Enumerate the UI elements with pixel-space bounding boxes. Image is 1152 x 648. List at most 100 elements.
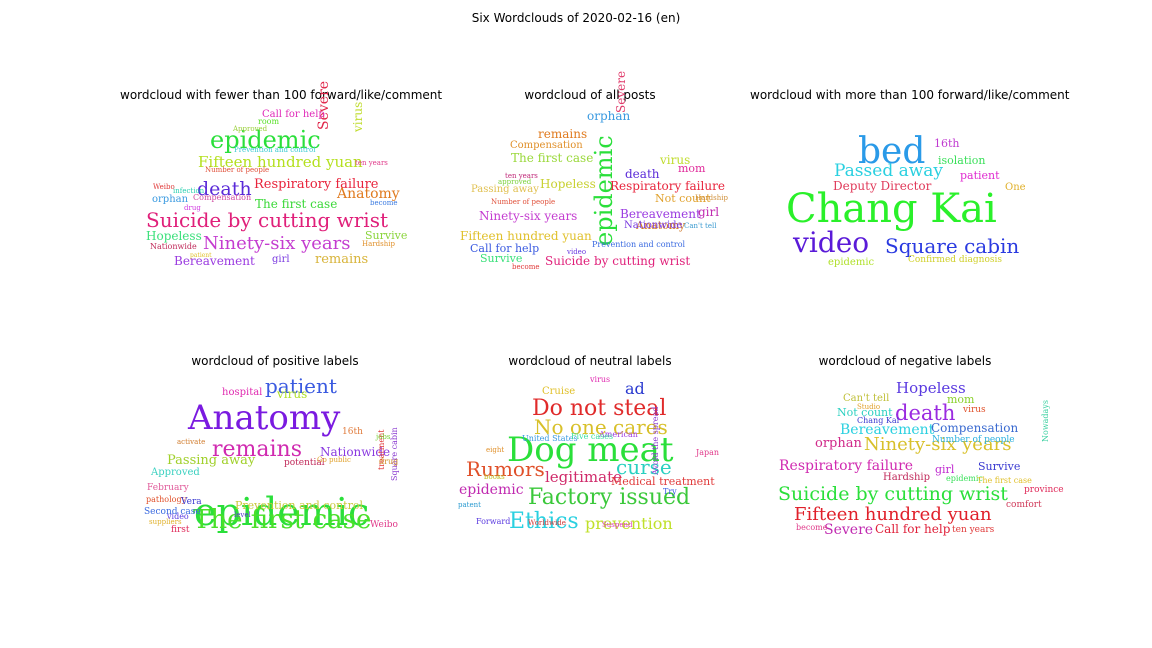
panel-neutral: wordcloud of neutral labels Dog meat Do n… <box>435 354 745 554</box>
panel-title: wordcloud of positive labels <box>191 354 359 368</box>
cloud-word: Deputy Director <box>833 179 932 193</box>
cloud-word: Weibo <box>153 183 175 191</box>
cloud-word: Not count <box>655 192 711 205</box>
cloud-word: Confirmed diagnosis <box>908 255 1002 265</box>
panel-fewer-than-100: wordcloud with fewer than 100 forward/li… <box>120 81 443 288</box>
cloud-word: girl <box>698 205 720 219</box>
cloud-word: American <box>599 430 638 439</box>
cloud-word: patient <box>960 169 1000 182</box>
wordcloud: Suicide by cutting wrist Ninety-six years… <box>120 81 430 285</box>
cloud-word: first <box>171 525 190 535</box>
cloud-word: Suspend <box>602 521 633 529</box>
cloud-word: epidemic <box>194 490 370 534</box>
cloud-word: Approved <box>233 125 268 133</box>
cloud-word: ten years <box>355 159 388 167</box>
cloud-word: suppliers <box>149 518 182 526</box>
cloud-word: Nowadays <box>1041 400 1050 442</box>
wordcloud: Dog meat Do not steal No one cares Factory … <box>435 376 745 551</box>
cloud-word: Nationwide <box>624 220 683 231</box>
cloud-word: pathology <box>146 495 187 504</box>
cloud-word: Square cabin <box>885 234 1020 258</box>
cloud-word: epidemic <box>828 257 875 268</box>
cloud-word: Ethics <box>509 509 579 534</box>
cloud-word: Can't tell <box>684 222 717 230</box>
cloud-word: Square cabin <box>390 427 399 481</box>
cloud-word: Do not steal <box>532 396 667 421</box>
cloud-word: The first case <box>511 151 594 165</box>
panel-title: wordcloud of negative labels <box>818 354 992 368</box>
cloud-word: Fifteen hundred yuan <box>460 229 592 243</box>
cloud-word: Fifteen hundred yuan <box>794 504 992 525</box>
cloud-word: Anatomy <box>337 186 400 202</box>
cloud-word: potential <box>284 458 325 468</box>
cloud-word: Compensation <box>510 140 583 151</box>
panel-negative: wordcloud of negative labels Suicide by … <box>750 354 1064 554</box>
cloud-word: Hardship <box>883 472 931 483</box>
cloud-word: Studio <box>857 403 881 411</box>
cloud-word: orphan <box>587 109 631 123</box>
cloud-word: Japan <box>696 448 720 457</box>
cloud-word: activate <box>177 438 206 446</box>
cloud-word: Not count <box>837 406 893 419</box>
cloud-word: Respiratory failure <box>610 179 725 193</box>
cloud-word: Passing away <box>471 184 539 195</box>
cloud-word: Go public <box>317 456 351 464</box>
cloud-word: Compensation <box>931 421 1019 435</box>
cloud-word: Nationwide <box>150 242 197 251</box>
cloud-word: Try <box>663 487 677 496</box>
cloud-word: approved <box>498 178 532 186</box>
cloud-word: death <box>625 167 660 181</box>
cloud-word: level <box>234 511 251 519</box>
cloud-word: Nationwide <box>320 445 391 459</box>
cloud-word: Worldwide <box>528 519 566 527</box>
cloud-word: orphan <box>815 436 862 451</box>
cloud-word: Survive <box>978 460 1021 473</box>
cloud-word: Call for help <box>470 242 540 255</box>
cloud-word: Hopeless <box>540 177 596 191</box>
cloud-word: Hopeless <box>146 229 202 243</box>
wordcloud: epidemic Suicide by cutting wrist Fifteen … <box>435 71 745 285</box>
cloud-word: The first case <box>193 505 372 535</box>
cloud-word: Chang Kai <box>786 186 997 232</box>
panel-more-than-100: wordcloud with more than 100 forward/lik… <box>750 88 1069 288</box>
cloud-word: become <box>796 523 828 532</box>
cloud-word: bed <box>858 131 926 172</box>
cloud-word: United States <box>522 434 578 443</box>
cloud-word: Passing away <box>167 453 256 468</box>
cloud-word: Avoid the spread <box>651 406 660 475</box>
cloud-word: 16th <box>342 427 363 437</box>
cloud-word: girl <box>935 463 955 476</box>
cloud-word: Fifteen hundred yuan <box>198 153 363 171</box>
cloud-word: Suicide by cutting wrist <box>778 483 1008 505</box>
cloud-word: Ninety-six years <box>203 233 351 254</box>
cloud-word: February <box>147 483 189 493</box>
cloud-word: video <box>567 248 587 256</box>
cloud-word: legitimate <box>545 468 622 486</box>
panel-title: wordcloud with fewer than 100 forward/li… <box>120 88 443 102</box>
cloud-word: Bereavement <box>620 207 701 221</box>
cloud-word: The first case <box>255 197 338 211</box>
cloud-word: Compensation <box>193 193 252 202</box>
cloud-word: Ninety-six years <box>479 209 578 223</box>
cloud-word: remains <box>315 252 369 267</box>
cloud-word: Number of people <box>932 435 1015 445</box>
cloud-word: Anatomy <box>188 398 341 438</box>
cloud-word: Respiratory failure <box>779 458 914 474</box>
cloud-word: Prevention and control <box>592 240 686 249</box>
cloud-word: room <box>258 117 280 126</box>
cloud-word: drug <box>184 204 201 212</box>
panel-all-posts: wordcloud of all posts epidemic Suicide b… <box>435 71 745 288</box>
cloud-word: patient <box>265 374 337 398</box>
cloud-word: Severe <box>316 80 332 130</box>
cloud-word: One <box>1005 182 1026 193</box>
cloud-word: Weibo <box>370 520 398 530</box>
cloud-word: jobs <box>376 433 391 441</box>
cloud-word: Five cases <box>571 432 614 441</box>
cloud-word: video <box>167 512 189 521</box>
wordcloud: Chang Kai bed video Square cabin Passed away… <box>750 110 1060 285</box>
cloud-word: Prevention and control <box>235 499 363 512</box>
cloud-word: Approved <box>151 467 200 478</box>
cloud-word: eight <box>486 446 505 454</box>
cloud-word: virus <box>590 375 611 384</box>
cloud-word: Dog meat <box>507 430 674 470</box>
